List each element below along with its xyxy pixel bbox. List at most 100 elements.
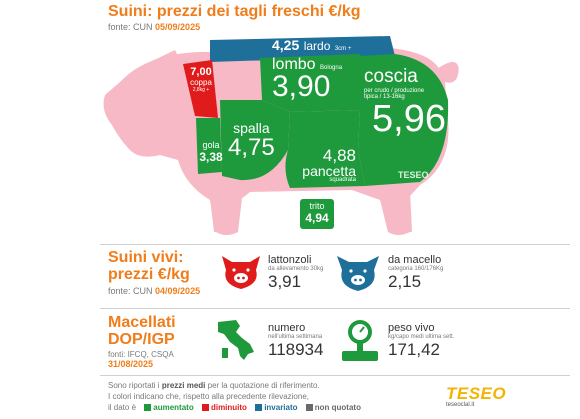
live-source-date: 04/09/2025 — [155, 286, 201, 296]
footer-line-3: il dato è aumentato diminuito invariato … — [108, 402, 361, 413]
source-prefix: fonte: CUN — [108, 22, 156, 32]
coscia-name: coscia — [364, 66, 418, 87]
pancetta-label: 4,88 pancetta squadrata — [284, 146, 356, 183]
live-title-1: Suini vivi: — [108, 249, 184, 266]
lombo-label: lombo Bologna 3,90 — [272, 56, 342, 104]
coppa-name: coppa — [190, 78, 212, 87]
coscia-label: coscia per crudo / produzione tipica / 1… — [364, 66, 446, 141]
brand-url: teseoclal.it — [446, 402, 475, 408]
legend-unchanged: invariato — [264, 403, 298, 412]
macello-name: da macello — [388, 254, 442, 266]
numero-note: nell'ultima settimana — [268, 334, 323, 340]
lattonzoli-price: 3,91 — [268, 272, 302, 291]
pig-illustration — [103, 36, 459, 235]
legend-swatch-decreased — [201, 404, 209, 412]
peso-block: peso vivo kg/capo medi ultima sett. 171,… — [388, 322, 454, 360]
source-date: 05/09/2025 — [155, 22, 201, 32]
divider-2 — [100, 308, 570, 309]
footer-line3-prefix: il dato è — [108, 403, 137, 412]
trito-price: 4,94 — [305, 211, 329, 225]
coppa-note: 2,8kg + — [192, 87, 210, 93]
lardo-price: 4,25 — [272, 37, 300, 53]
lattonzoli-note: da allevamento 30kg — [268, 266, 324, 272]
spalla-price: 4,75 — [228, 134, 275, 161]
dop-title-2: DOP/IGP — [108, 331, 175, 348]
footer-line-1: Sono riportati i prezzi medi per la quot… — [108, 380, 361, 391]
legend-swatch-increased — [144, 404, 152, 412]
lattonzoli-block: lattonzoli da allevamento 30kg 3,91 — [268, 254, 323, 292]
lardo-note: 3cm + — [334, 46, 352, 52]
piglet-head-icon — [222, 256, 260, 289]
footer-notes: Sono riportati i prezzi medi per la quot… — [108, 380, 361, 413]
live-title: Suini vivi: prezzi €/kg — [108, 249, 190, 283]
gola-name: gola — [202, 140, 220, 150]
cut-coscia — [358, 54, 449, 186]
numero-name: numero — [268, 322, 306, 334]
cut-pancetta — [285, 110, 365, 188]
page-title: Suini: prezzi dei tagli freschi €/kg — [108, 3, 361, 20]
numero-value: 118934 — [268, 340, 324, 359]
legend-increased: aumentato — [153, 403, 194, 412]
peso-name: peso vivo — [388, 322, 435, 334]
coppa-price: 7,00 — [190, 66, 212, 78]
cut-gola — [196, 118, 222, 174]
cut-coppa — [183, 60, 218, 118]
coscia-note2: tipica / 13-16kg — [364, 94, 405, 100]
legend-decreased: diminuito — [210, 403, 247, 412]
live-title-2: prezzi €/kg — [108, 266, 190, 283]
trito-name: trito — [309, 201, 325, 211]
divider-3 — [100, 375, 570, 376]
coscia-price: 5,96 — [372, 98, 446, 140]
lardo-label: 4,25 lardo 3cm + — [272, 37, 351, 55]
live-source-prefix: fonte: CUN — [108, 286, 156, 296]
coppa-label: 7,00 coppa 2,8kg + — [184, 66, 218, 93]
macello-block: da macello categoria 160/176Kg 2,15 — [388, 254, 443, 292]
divider-1 — [100, 244, 570, 245]
scale-icon — [342, 320, 378, 361]
legend-swatch-unchanged — [255, 404, 263, 412]
pig-head-icon — [337, 256, 379, 291]
peso-note: kg/capo medi ultima sett. — [388, 334, 455, 340]
macello-price: 2,15 — [388, 272, 422, 291]
lattonzoli-name: lattonzoli — [268, 254, 312, 266]
pig-leg-front — [210, 198, 242, 232]
italy-map-icon — [218, 320, 254, 360]
peso-value: 171,42 — [388, 340, 440, 359]
pig-leg-back — [380, 190, 412, 232]
dop-title-1: Macellati — [108, 314, 176, 331]
pig-watermark: TESEO — [398, 170, 429, 180]
pancetta-price: 4,88 — [322, 146, 356, 165]
lombo-name: lombo — [272, 56, 316, 73]
macello-note: categoria 160/176Kg — [388, 266, 444, 272]
spalla-label: spalla 4,75 — [228, 120, 275, 162]
cut-spalla — [220, 100, 290, 181]
dop-date: 31/08/2025 — [108, 359, 154, 369]
legend-swatch-not-quoted — [305, 404, 313, 412]
dop-title: Macellati DOP/IGP — [108, 314, 176, 348]
brand-logo: TESEO teseoclal.it — [446, 384, 506, 408]
legend-not-quoted: non quotato — [314, 403, 361, 412]
coscia-note1: per crudo / produzione — [364, 88, 425, 94]
footer-line1-c: per la quotazione di riferimento. — [205, 381, 320, 390]
source-line: fonte: CUN 05/09/2025 — [108, 22, 200, 32]
spalla-name: spalla — [233, 120, 270, 136]
cut-lombo — [260, 54, 360, 112]
gola-label: gola 3,38 — [198, 140, 224, 164]
trito-label: trito 4,94 — [300, 201, 334, 225]
lombo-note: Bologna — [320, 65, 343, 71]
footer-line-2: I colori indicano che, rispetto alla pre… — [108, 392, 310, 401]
pig-tail — [438, 62, 459, 81]
footer-line1-b: prezzi medi — [161, 381, 206, 390]
lombo-price: 3,90 — [272, 70, 331, 103]
pancetta-note: squadrata — [329, 177, 356, 183]
numero-block: numero nell'ultima settimana 118934 — [268, 322, 323, 360]
pancetta-name: pancetta — [302, 163, 356, 179]
pig-ear — [150, 50, 185, 70]
footer-line1-a: Sono riportati i — [108, 381, 162, 390]
lardo-name: lardo — [303, 39, 331, 53]
brand-name: TESEO — [446, 384, 507, 403]
cut-trito — [300, 199, 334, 229]
live-source: fonte: CUN 04/09/2025 — [108, 286, 200, 296]
dop-source: fonti: IFCQ, CSQA — [108, 350, 174, 359]
gola-price: 3,38 — [199, 150, 223, 164]
